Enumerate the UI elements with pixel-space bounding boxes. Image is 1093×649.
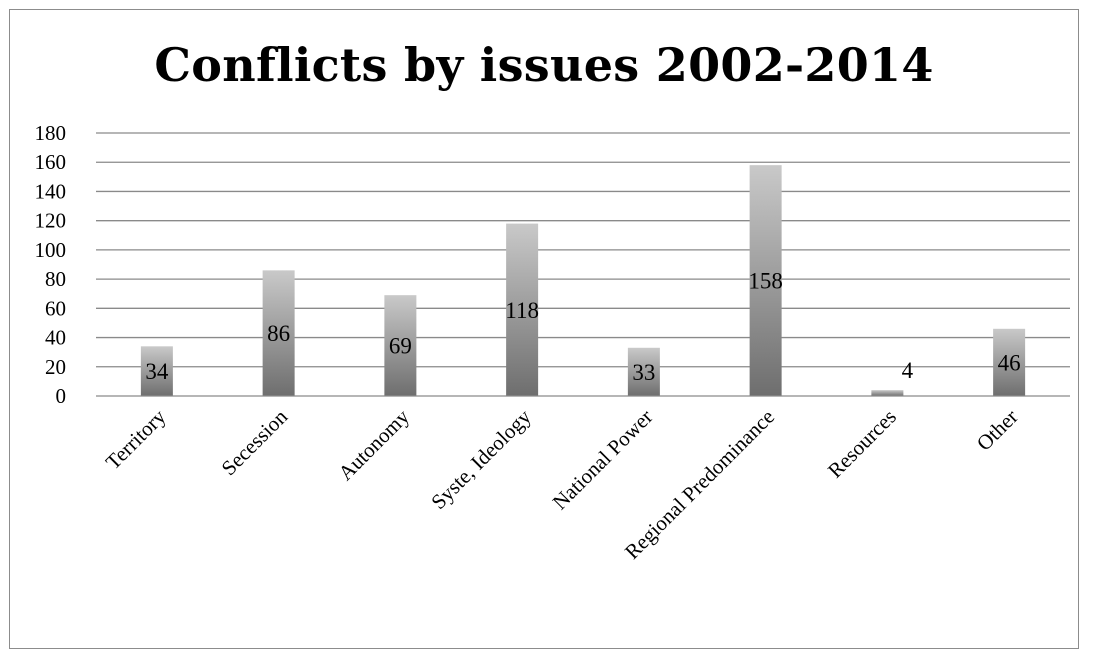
data-label: 158	[748, 269, 783, 294]
y-tick-label: 80	[45, 267, 66, 291]
bar	[506, 223, 539, 396]
chart-title: Conflicts by issues 2002-2014	[154, 38, 934, 92]
x-tick-label: Resources	[823, 405, 901, 483]
bar	[749, 165, 782, 396]
y-tick-label: 140	[35, 179, 67, 203]
x-tick-label: Territory	[101, 404, 171, 474]
y-tick-label: 180	[35, 121, 67, 145]
data-label: 33	[632, 360, 655, 385]
data-label: 118	[505, 298, 539, 323]
y-tick-label: 40	[45, 326, 66, 350]
y-tick-label: 100	[35, 238, 67, 262]
y-tick-label: 20	[45, 355, 66, 379]
x-tick-label: Other	[972, 405, 1023, 456]
data-label: 86	[267, 321, 290, 346]
data-labels: 34 86 69 118 33 158 4 46	[145, 269, 1020, 385]
data-label: 34	[145, 359, 169, 384]
category-labels: Territory Secession Autonomy Syste, Ideolog…	[101, 404, 1023, 564]
y-tick-label: 0	[56, 384, 67, 408]
bars	[140, 165, 1026, 396]
bar	[140, 346, 173, 396]
bar	[384, 295, 417, 396]
bar	[871, 390, 904, 396]
bar	[993, 328, 1026, 396]
y-tick-label: 160	[35, 150, 67, 174]
x-tick-label: Syste, Ideology	[426, 404, 536, 514]
bar	[262, 270, 295, 396]
y-tick-label: 60	[45, 296, 66, 320]
gridlines	[96, 132, 1070, 368]
data-label: 4	[902, 358, 914, 383]
x-tick-label: Secession	[217, 404, 293, 480]
x-tick-label: Autonomy	[333, 404, 414, 485]
chart-frame	[9, 9, 1079, 649]
data-label: 46	[998, 350, 1021, 375]
bar	[627, 347, 660, 396]
y-tick-label: 120	[35, 209, 67, 233]
y-axis-ticks: 0 20 40 60 80 100 120 140 160 180	[35, 121, 67, 408]
x-tick-label: National Power	[548, 405, 658, 515]
data-label: 69	[389, 334, 412, 359]
